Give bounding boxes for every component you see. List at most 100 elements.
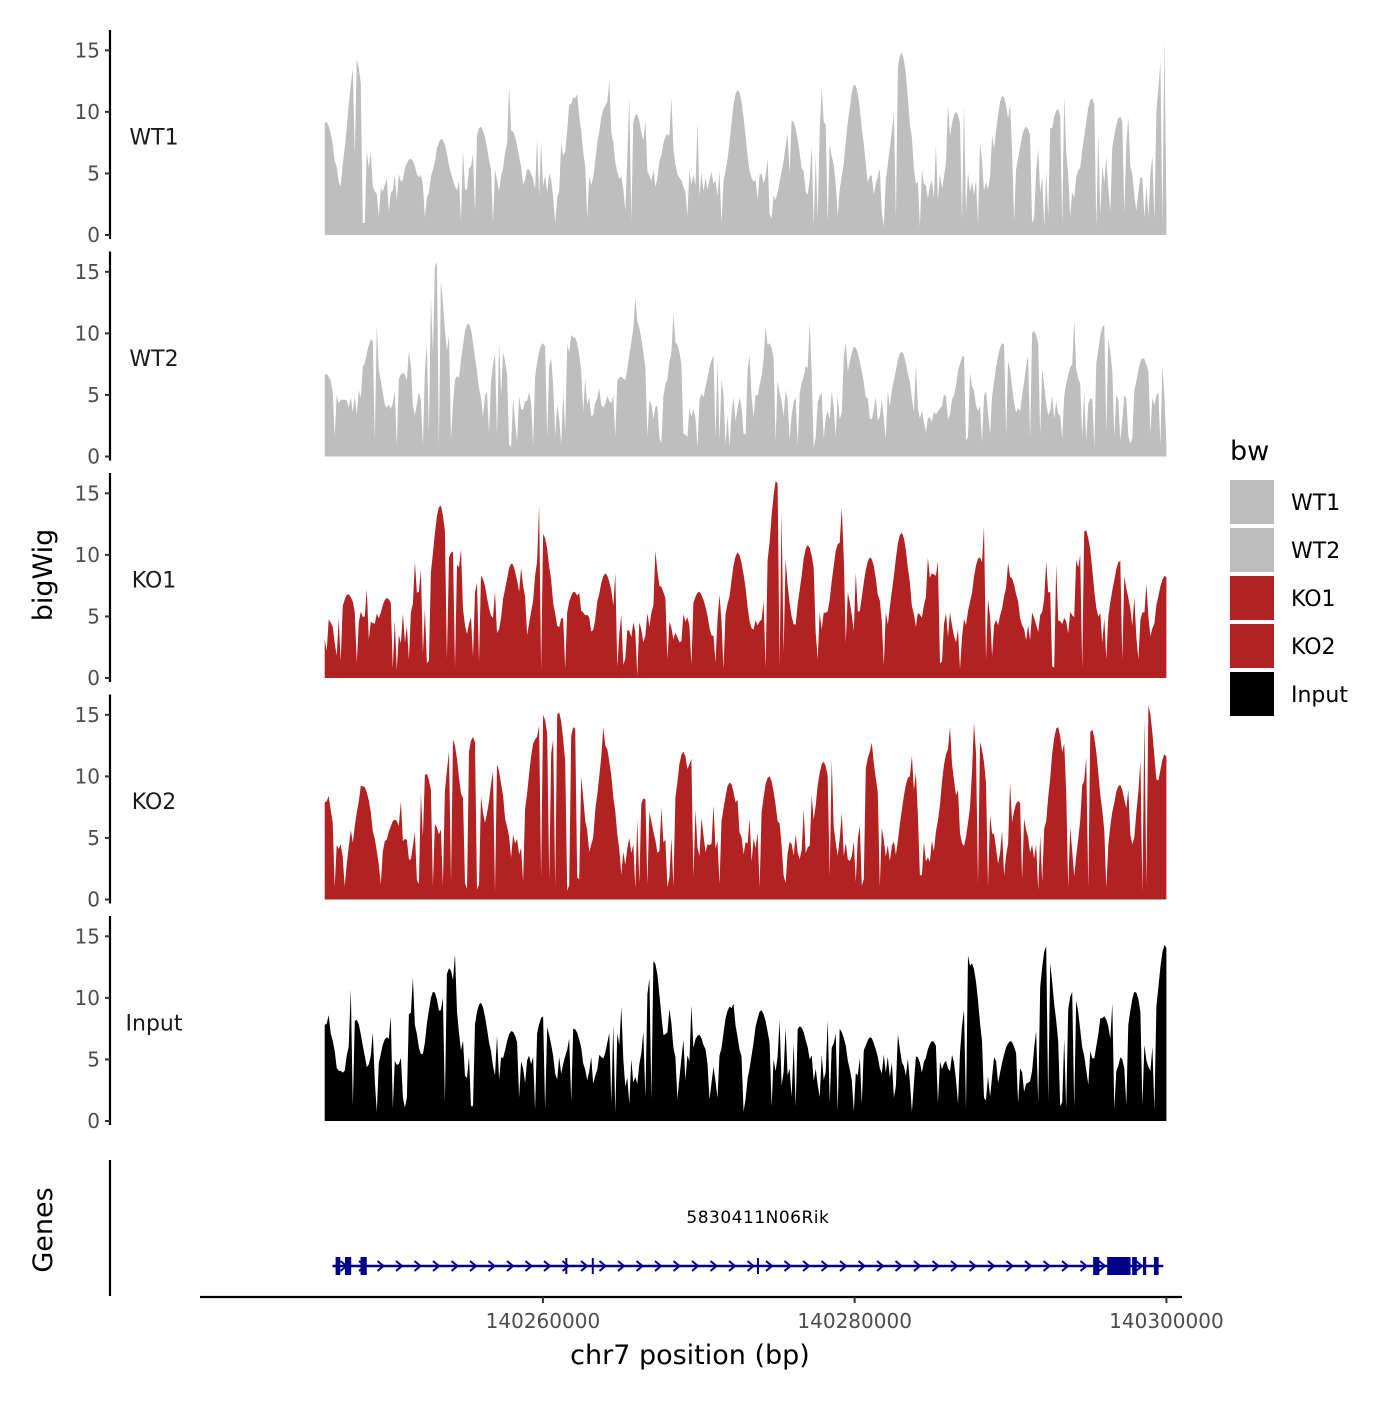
gene-exon	[1153, 1257, 1159, 1275]
strand-arrow	[1079, 1260, 1089, 1272]
gene-exon	[1143, 1257, 1147, 1275]
coverage-area-ko1	[324, 481, 1167, 678]
track-input: 0 5 10 15 Input	[75, 916, 1167, 1133]
y-tick-label: 5	[87, 1047, 100, 1071]
legend-label-input: Input	[1291, 683, 1348, 708]
strand-arrow	[524, 1260, 534, 1272]
strand-arrow	[598, 1260, 608, 1272]
track-ko1: 0 5 10 15 KO1	[75, 473, 1167, 690]
y-tick-label: 15	[75, 260, 100, 284]
y-tick-label: 0	[87, 445, 100, 469]
strand-arrow	[1024, 1260, 1033, 1272]
strand-arrow	[469, 1260, 478, 1272]
legend-label-ko2: KO2	[1291, 635, 1336, 660]
y-tick-label: 0	[87, 666, 100, 690]
strand-arrow	[987, 1260, 996, 1272]
x-axis-title: chr7 position (bp)	[570, 1340, 810, 1371]
legend-swatch-ko1	[1230, 576, 1274, 620]
strand-arrow	[617, 1260, 626, 1272]
gene-exon	[1107, 1257, 1131, 1275]
strand-arrow	[894, 1260, 904, 1272]
strand-arrow	[1005, 1260, 1015, 1272]
strand-arrow	[913, 1260, 922, 1272]
legend-label-wt1: WT1	[1291, 491, 1340, 516]
y-tick-label: 0	[87, 1109, 100, 1133]
strand-arrow	[413, 1260, 423, 1272]
y-tick-label: 10	[75, 321, 100, 345]
strand-arrow	[543, 1260, 552, 1272]
strand-arrow	[746, 1260, 756, 1272]
strand-arrow	[395, 1260, 404, 1272]
y-axis-title: bigWig	[28, 529, 59, 622]
strand-arrow	[876, 1260, 885, 1272]
y-tick-label: 5	[87, 826, 100, 850]
strand-arrow	[1135, 1260, 1144, 1272]
gene-exon	[1132, 1257, 1137, 1275]
track-label-input: Input	[126, 1012, 183, 1037]
y-tick-label: 0	[87, 223, 100, 247]
strand-arrow	[635, 1260, 645, 1272]
y-tick-label: 15	[75, 481, 100, 505]
strand-arrow	[561, 1260, 571, 1272]
strand-arrow	[802, 1260, 811, 1272]
strand-arrow	[765, 1260, 774, 1272]
y-tick-label: 15	[75, 703, 100, 727]
strand-arrow	[376, 1260, 386, 1272]
gene-exon	[1093, 1257, 1100, 1275]
gene-exon	[335, 1257, 341, 1275]
coverage-tracks: 0 5 10 15 WT1 0 5 10 15 WT2 0 5 10 15 KO1 0 5 10 15 KO2 0 5 10…	[75, 30, 1167, 1133]
track-label-wt1: WT1	[129, 126, 178, 151]
strand-arrow	[1061, 1260, 1070, 1272]
y-tick-label: 10	[75, 100, 100, 124]
track-ko2: 0 5 10 15 KO2	[75, 694, 1167, 912]
coverage-area-wt1	[324, 38, 1167, 235]
track-wt2: 0 5 10 15 WT2	[75, 251, 1167, 469]
y-tick-label: 10	[75, 764, 100, 788]
strand-arrow	[450, 1260, 460, 1272]
track-label-ko2: KO2	[132, 790, 177, 815]
strand-arrow	[1098, 1260, 1107, 1272]
y-tick-label: 10	[75, 986, 100, 1010]
x-tick-label: 140300000	[1109, 1309, 1224, 1333]
gene-exon	[360, 1257, 367, 1275]
strand-arrow	[783, 1260, 793, 1272]
strand-arrow	[728, 1260, 737, 1272]
strand-arrow	[487, 1260, 497, 1272]
y-tick-label: 5	[87, 161, 100, 185]
strand-arrow	[580, 1260, 589, 1272]
track-label-ko1: KO1	[132, 569, 177, 594]
gene-track-title: Genes	[28, 1187, 59, 1272]
y-tick-label: 0	[87, 888, 100, 912]
coverage-area-ko2	[324, 705, 1167, 900]
gene-exon	[344, 1257, 352, 1275]
gene-track: 5830411N06Rik	[108, 1160, 1164, 1296]
legend: bw WT1 WT2 KO1 KO2 Input	[1230, 436, 1348, 716]
y-tick-label: 15	[75, 924, 100, 948]
strand-arrow	[432, 1260, 441, 1272]
x-tick-label: 140280000	[797, 1309, 912, 1333]
y-tick-label: 5	[87, 604, 100, 628]
y-tick-label: 10	[75, 543, 100, 567]
strand-arrow	[709, 1260, 719, 1272]
strand-arrow	[672, 1260, 682, 1272]
track-wt1: 0 5 10 15 WT1	[75, 30, 1167, 247]
gene-name-label: 5830411N06Rik	[686, 1208, 829, 1228]
strand-arrow	[839, 1260, 848, 1272]
y-tick-label: 15	[75, 38, 100, 62]
strand-arrow	[931, 1260, 941, 1272]
coverage-area-wt2	[324, 262, 1167, 457]
strand-arrow	[1042, 1260, 1052, 1272]
x-axis: 140260000 140280000 140300000	[200, 1295, 1224, 1333]
legend-swatch-input	[1230, 672, 1274, 716]
legend-title: bw	[1230, 436, 1269, 467]
legend-swatch-ko2	[1230, 624, 1274, 668]
track-label-wt2: WT2	[129, 347, 178, 372]
legend-label-ko1: KO1	[1291, 587, 1336, 612]
strand-arrow	[691, 1260, 700, 1272]
y-tick-label: 5	[87, 383, 100, 407]
legend-swatch-wt1	[1230, 480, 1274, 524]
strand-arrow	[654, 1260, 663, 1272]
legend-swatch-wt2	[1230, 528, 1274, 572]
